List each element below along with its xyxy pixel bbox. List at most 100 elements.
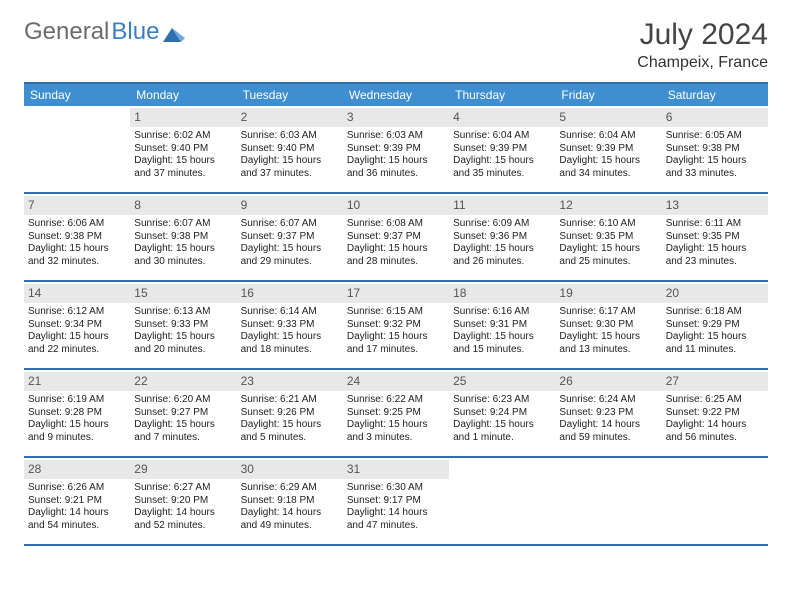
day-info: Sunrise: 6:07 AM Sunset: 9:37 PM Dayligh… [241,218,339,268]
day-cell: 29Sunrise: 6:27 AM Sunset: 9:20 PM Dayli… [130,458,236,544]
dayname-row: Sunday Monday Tuesday Wednesday Thursday… [24,84,768,106]
day-number: 4 [449,108,555,127]
day-info: Sunrise: 6:24 AM Sunset: 9:23 PM Dayligh… [559,394,657,444]
day-info: Sunrise: 6:04 AM Sunset: 9:39 PM Dayligh… [453,130,551,180]
logo: GeneralBlue [24,18,185,46]
day-cell: 28Sunrise: 6:26 AM Sunset: 9:21 PM Dayli… [24,458,130,544]
week-row: 1 Sunrise: 6:02 AM Sunset: 9:40 PM Daylig… [24,106,768,194]
day-number: 24 [343,372,449,391]
day-number: 12 [555,196,661,215]
day-info: Sunrise: 6:29 AM Sunset: 9:18 PM Dayligh… [241,482,339,532]
day-info: Sunrise: 6:30 AM Sunset: 9:17 PM Dayligh… [347,482,445,532]
day-number: 20 [662,284,768,303]
day-cell: 7 Sunrise: 6:06 AM Sunset: 9:38 PM Daylig… [24,194,130,280]
day-cell: 17 Sunrise: 6:15 AM Sunset: 9:32 PM Dayli… [343,282,449,368]
day-number: 25 [449,372,555,391]
day-info: Sunrise: 6:18 AM Sunset: 9:29 PM Dayligh… [666,306,764,356]
logo-text-2: Blue [111,18,159,46]
logo-text-1: General [24,18,109,46]
day-number: 1 [130,108,236,127]
day-number: 30 [237,460,343,479]
day-cell [24,106,130,192]
week-row: 14Sunrise: 6:12 AM Sunset: 9:34 PM Dayli… [24,282,768,370]
day-info: Sunrise: 6:14 AM Sunset: 9:33 PM Dayligh… [241,306,339,356]
day-number: 23 [237,372,343,391]
day-info: Sunrise: 6:25 AM Sunset: 9:22 PM Dayligh… [666,394,764,444]
day-cell: 12 Sunrise: 6:10 AM Sunset: 9:35 PM Dayli… [555,194,661,280]
day-info: Sunrise: 6:11 AM Sunset: 9:35 PM Dayligh… [666,218,764,268]
day-cell: 9 Sunrise: 6:07 AM Sunset: 9:37 PM Daylig… [237,194,343,280]
day-cell: 10 Sunrise: 6:08 AM Sunset: 9:37 PM Dayli… [343,194,449,280]
day-info: Sunrise: 6:07 AM Sunset: 9:38 PM Dayligh… [134,218,232,268]
day-cell: 26 Sunrise: 6:24 AM Sunset: 9:23 PM Dayli… [555,370,661,456]
day-number: 21 [24,372,130,391]
dayname: Saturday [662,84,768,106]
week-row: 28Sunrise: 6:26 AM Sunset: 9:21 PM Dayli… [24,458,768,546]
day-info: Sunrise: 6:04 AM Sunset: 9:39 PM Dayligh… [559,130,657,180]
week-row: 7 Sunrise: 6:06 AM Sunset: 9:38 PM Daylig… [24,194,768,282]
day-number: 18 [449,284,555,303]
weeks-container: 1 Sunrise: 6:02 AM Sunset: 9:40 PM Daylig… [24,106,768,546]
day-number: 16 [237,284,343,303]
day-cell: 11 Sunrise: 6:09 AM Sunset: 9:36 PM Dayli… [449,194,555,280]
day-cell [449,458,555,544]
day-info: Sunrise: 6:08 AM Sunset: 9:37 PM Dayligh… [347,218,445,268]
day-info: Sunrise: 6:02 AM Sunset: 9:40 PM Dayligh… [134,130,232,180]
day-info: Sunrise: 6:15 AM Sunset: 9:32 PM Dayligh… [347,306,445,356]
dayname: Tuesday [237,84,343,106]
day-info: Sunrise: 6:03 AM Sunset: 9:40 PM Dayligh… [241,130,339,180]
day-number: 26 [555,372,661,391]
calendar: Sunday Monday Tuesday Wednesday Thursday… [24,82,768,546]
day-info: Sunrise: 6:22 AM Sunset: 9:25 PM Dayligh… [347,394,445,444]
title-block: July 2024 Champeix, France [637,18,768,72]
day-cell: 18Sunrise: 6:16 AM Sunset: 9:31 PM Dayli… [449,282,555,368]
day-cell: 24 Sunrise: 6:22 AM Sunset: 9:25 PM Dayli… [343,370,449,456]
day-info: Sunrise: 6:19 AM Sunset: 9:28 PM Dayligh… [28,394,126,444]
day-cell: 2 Sunrise: 6:03 AM Sunset: 9:40 PM Daylig… [237,106,343,192]
day-info: Sunrise: 6:05 AM Sunset: 9:38 PM Dayligh… [666,130,764,180]
day-info: Sunrise: 6:09 AM Sunset: 9:36 PM Dayligh… [453,218,551,268]
logo-triangle-icon [163,24,185,42]
day-number: 8 [130,196,236,215]
day-cell: 8 Sunrise: 6:07 AM Sunset: 9:38 PM Daylig… [130,194,236,280]
day-cell: 20 Sunrise: 6:18 AM Sunset: 9:29 PM Dayli… [662,282,768,368]
day-number: 19 [555,284,661,303]
day-number: 9 [237,196,343,215]
day-number: 5 [555,108,661,127]
day-info: Sunrise: 6:17 AM Sunset: 9:30 PM Dayligh… [559,306,657,356]
day-info: Sunrise: 6:12 AM Sunset: 9:34 PM Dayligh… [28,306,126,356]
day-cell: 6Sunrise: 6:05 AM Sunset: 9:38 PM Daylig… [662,106,768,192]
day-info: Sunrise: 6:20 AM Sunset: 9:27 PM Dayligh… [134,394,232,444]
day-cell: 3Sunrise: 6:03 AM Sunset: 9:39 PM Daylig… [343,106,449,192]
day-info: Sunrise: 6:26 AM Sunset: 9:21 PM Dayligh… [28,482,126,532]
day-number: 3 [343,108,449,127]
day-number: 13 [662,196,768,215]
day-cell: 22 Sunrise: 6:20 AM Sunset: 9:27 PM Dayli… [130,370,236,456]
day-cell: 19 Sunrise: 6:17 AM Sunset: 9:30 PM Dayli… [555,282,661,368]
day-cell [555,458,661,544]
day-cell [662,458,768,544]
day-number: 29 [130,460,236,479]
day-info: Sunrise: 6:06 AM Sunset: 9:38 PM Dayligh… [28,218,126,268]
dayname: Wednesday [343,84,449,106]
day-cell: 4 Sunrise: 6:04 AM Sunset: 9:39 PM Daylig… [449,106,555,192]
day-cell: 13 Sunrise: 6:11 AM Sunset: 9:35 PM Dayli… [662,194,768,280]
day-info: Sunrise: 6:10 AM Sunset: 9:35 PM Dayligh… [559,218,657,268]
day-number: 11 [449,196,555,215]
dayname: Friday [555,84,661,106]
day-number: 17 [343,284,449,303]
day-number: 22 [130,372,236,391]
day-cell: 5 Sunrise: 6:04 AM Sunset: 9:39 PM Daylig… [555,106,661,192]
day-cell: 16 Sunrise: 6:14 AM Sunset: 9:33 PM Dayli… [237,282,343,368]
day-cell: 14Sunrise: 6:12 AM Sunset: 9:34 PM Dayli… [24,282,130,368]
day-cell: 25Sunrise: 6:23 AM Sunset: 9:24 PM Dayli… [449,370,555,456]
day-number: 7 [24,196,130,215]
day-cell: 30 Sunrise: 6:29 AM Sunset: 9:18 PM Dayli… [237,458,343,544]
day-cell: 27Sunrise: 6:25 AM Sunset: 9:22 PM Dayli… [662,370,768,456]
day-number: 2 [237,108,343,127]
day-cell: 31Sunrise: 6:30 AM Sunset: 9:17 PM Dayli… [343,458,449,544]
day-number: 10 [343,196,449,215]
location: Champeix, France [637,54,768,72]
month-title: July 2024 [637,18,768,52]
day-info: Sunrise: 6:21 AM Sunset: 9:26 PM Dayligh… [241,394,339,444]
